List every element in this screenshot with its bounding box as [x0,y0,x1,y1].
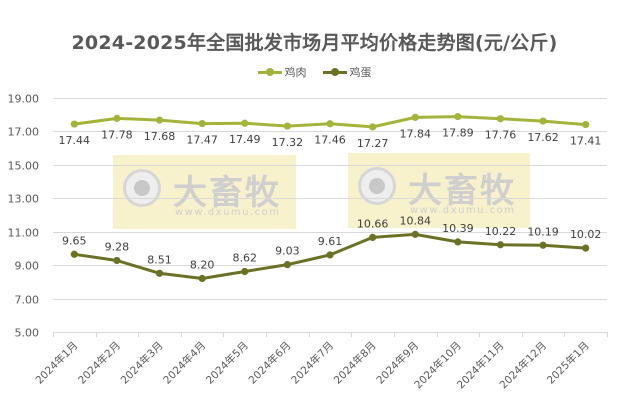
x-tick-label: 2024年4月 [161,339,209,387]
data-point-marker[interactable] [241,119,249,127]
data-label: 10.84 [399,214,431,227]
data-label: 17.27 [357,137,389,150]
data-label: 10.22 [485,225,517,238]
legend: 鸡肉 鸡蛋 [0,64,629,80]
data-label: 17.44 [59,134,91,147]
y-tick-label: 7.00 [15,294,40,307]
legend-label-egg: 鸡蛋 [349,66,372,79]
data-label: 9.65 [62,234,87,247]
data-label: 17.84 [399,127,431,140]
data-point-marker[interactable] [241,267,249,276]
legend-label-chicken: 鸡肉 [284,66,307,79]
watermark-url: www.dxumu.com [175,207,281,218]
data-point-marker[interactable] [454,112,462,121]
data-point-marker[interactable] [369,123,377,131]
data-point-marker[interactable] [113,114,121,122]
chart-title: 2024-2025年全国批发市场月平均价格走势图(元/公斤) [71,32,558,54]
y-tick-label: 19.00 [8,93,40,106]
y-axis: 5.00 7.00 9.00 11.00 13.00 15.00 17.00 19.00 [8,93,40,340]
data-point-marker[interactable] [539,241,547,249]
data-point-marker[interactable] [113,256,121,265]
legend-item-egg[interactable]: 鸡蛋 [322,64,372,80]
x-tick-label: 2024年2月 [75,339,123,387]
series-lines: 17.44 17.78 17.68 17.47 17.49 17.32 17.46 17.27… [59,112,602,283]
data-point-marker[interactable] [411,230,419,238]
y-tick-label: 13.00 [8,193,40,206]
gridlines [53,98,607,333]
data-label: 9.61 [318,235,343,248]
legend-item-chicken[interactable]: 鸡肉 [257,64,307,80]
data-label: 9.03 [275,245,300,258]
data-point-marker[interactable] [369,233,377,241]
data-point-marker[interactable] [198,119,206,128]
data-point-marker[interactable] [454,238,462,246]
data-label: 8.51 [147,253,172,266]
data-point-marker[interactable] [70,120,78,128]
data-label: 17.68 [144,130,176,143]
data-label: 9.28 [105,240,130,253]
watermark-brand: 大畜牧 [408,171,516,211]
data-label: 8.20 [190,259,215,272]
x-tick-label: 2024年8月 [331,339,379,387]
data-point-marker[interactable] [539,117,547,125]
data-point-marker[interactable] [70,250,78,258]
y-tick-label: 15.00 [8,160,40,173]
x-tick-label: 2024年9月 [374,339,422,387]
x-tick-label: 2024年3月 [118,339,166,387]
data-label: 17.78 [101,128,133,141]
data-point-marker[interactable] [155,269,164,277]
y-tick-label: 17.00 [8,126,40,139]
data-point-marker[interactable] [582,120,590,129]
y-tick-label: 11.00 [8,227,40,240]
data-label: 8.62 [233,251,258,264]
data-label: 17.89 [442,127,474,140]
x-tick-label: 2025年1月 [544,339,592,387]
x-tick-label: 2024年5月 [203,339,251,387]
x-tick-label: 2024年7月 [288,339,336,387]
data-label: 17.49 [229,133,261,146]
data-label: 10.66 [357,217,389,230]
data-label: 17.76 [485,129,517,142]
x-axis: 2024年1月2024年2月2024年3月2024年4月2024年5月2024年… [33,332,608,391]
data-point-marker[interactable] [198,274,206,283]
data-point-marker[interactable] [496,241,505,249]
data-label: 17.46 [314,134,346,147]
egg-line-marker-icon [322,68,347,76]
data-label: 17.47 [186,134,218,147]
watermark-logo-icon [123,169,161,207]
data-point-marker[interactable] [283,122,291,130]
x-tick-label: 2024年6月 [246,339,294,387]
data-point-marker[interactable] [326,251,334,259]
data-point-marker[interactable] [582,244,590,252]
data-label: 10.39 [442,222,474,235]
chicken-line-marker-icon [257,68,282,76]
y-tick-label: 9.00 [15,260,40,273]
watermark-1: 大畜牧 www.dxumu.com [113,155,296,229]
watermark-url: www.dxumu.com [410,205,516,216]
y-tick-label: 5.00 [15,327,40,340]
watermark-brand: 大畜牧 [173,173,281,213]
data-label: 17.41 [570,135,602,148]
data-label: 17.62 [527,131,559,144]
data-point-marker[interactable] [283,261,291,269]
data-point-marker[interactable] [155,116,164,124]
data-point-marker[interactable] [326,120,334,128]
data-label: 10.19 [527,225,559,238]
data-point-marker[interactable] [411,113,419,121]
data-label: 10.02 [570,228,602,241]
x-tick-label: 2024年1月 [33,339,81,387]
data-label: 17.32 [272,136,304,149]
data-point-marker[interactable] [496,115,505,123]
